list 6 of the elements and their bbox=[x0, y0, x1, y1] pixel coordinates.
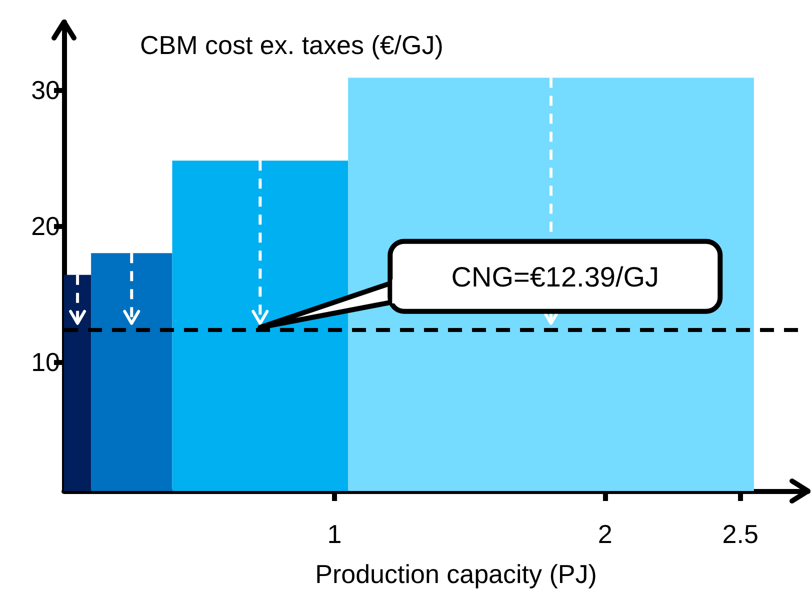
y-axis-title: CBM cost ex. taxes (€/GJ) bbox=[140, 30, 444, 60]
x-tick-label: 2 bbox=[598, 519, 612, 549]
x-axis-title: Production capacity (PJ) bbox=[315, 559, 597, 589]
ref-line-label: CNG=€12.39/GJ bbox=[451, 261, 660, 292]
x-tick-label: 1 bbox=[327, 519, 342, 549]
x-tick-label: 2.5 bbox=[722, 519, 758, 549]
